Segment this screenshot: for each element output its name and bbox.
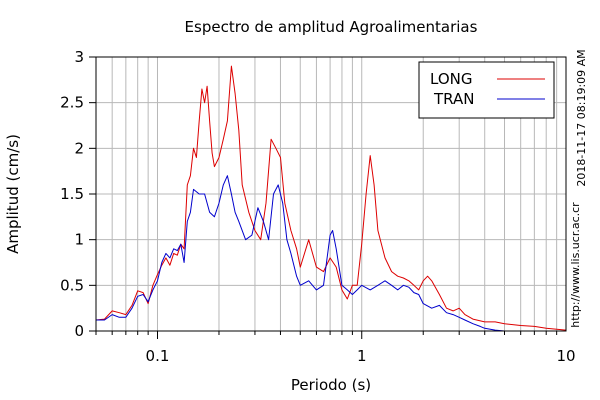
x-tick-label: 1 (357, 347, 367, 365)
plot-area (95, 65, 567, 332)
y-tick-label: 0.5 (60, 276, 84, 294)
legend-label-long: LONG (430, 70, 472, 88)
series-line-long (95, 65, 567, 331)
y-tick-label: 1.5 (60, 185, 84, 203)
y-tick-label: 0 (74, 322, 84, 340)
source-url-label: http://www.lis.ucr.ac.cr (569, 202, 582, 328)
axis-ticks: 0 0.5 1 1.5 2 2.5 3 0.1 1 10 (60, 48, 575, 365)
y-tick-label: 3 (74, 48, 84, 66)
x-axis-label: Periodo (s) (291, 376, 371, 394)
legend-label-tran: TRAN (433, 90, 474, 108)
timestamp-label: 2018-11-17 08:19:09 AM (575, 49, 588, 186)
legend: LONG TRAN (418, 61, 555, 119)
legend-box (418, 61, 555, 119)
chart-title: Espectro de amplitud Agroalimentarias (185, 18, 478, 36)
y-tick-label: 1 (74, 231, 84, 249)
y-tick-label: 2.5 (60, 94, 84, 112)
grid (95, 56, 566, 332)
series-line-tran (96, 175, 505, 332)
y-axis-label: Amplitud (cm/s) (4, 134, 22, 254)
x-tick-label: 10 (556, 347, 575, 365)
x-tick-label: 0.1 (146, 347, 170, 365)
y-tick-label: 2 (74, 139, 84, 157)
